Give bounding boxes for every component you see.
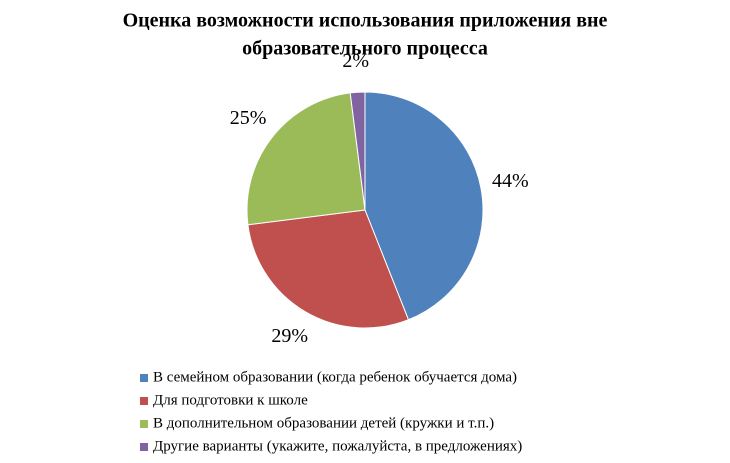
pie-slice bbox=[246, 92, 366, 226]
value-label: 25% bbox=[230, 107, 267, 129]
legend-label: Другие варианты (укажите, пожалуйста, в … bbox=[153, 438, 522, 454]
value-label: 2% bbox=[342, 50, 369, 72]
pie-slice bbox=[247, 209, 410, 329]
legend-label: В семейном образовании (когда ребенок об… bbox=[153, 369, 517, 385]
chart-title: Оценка возможности использования приложе… bbox=[123, 10, 608, 32]
pie-slice bbox=[364, 91, 484, 321]
legend-label: В дополнительном образовании детей (круж… bbox=[153, 415, 494, 431]
legend-swatch bbox=[140, 374, 148, 382]
pie-slice bbox=[349, 91, 366, 211]
chart-title: образовательного процесса bbox=[242, 38, 488, 60]
legend-swatch bbox=[140, 397, 148, 405]
legend-swatch bbox=[140, 443, 148, 451]
value-label: 44% bbox=[492, 170, 529, 192]
legend-label: Для подготовки к школе bbox=[153, 392, 308, 408]
legend-swatch bbox=[140, 420, 148, 428]
value-label: 29% bbox=[271, 325, 308, 347]
